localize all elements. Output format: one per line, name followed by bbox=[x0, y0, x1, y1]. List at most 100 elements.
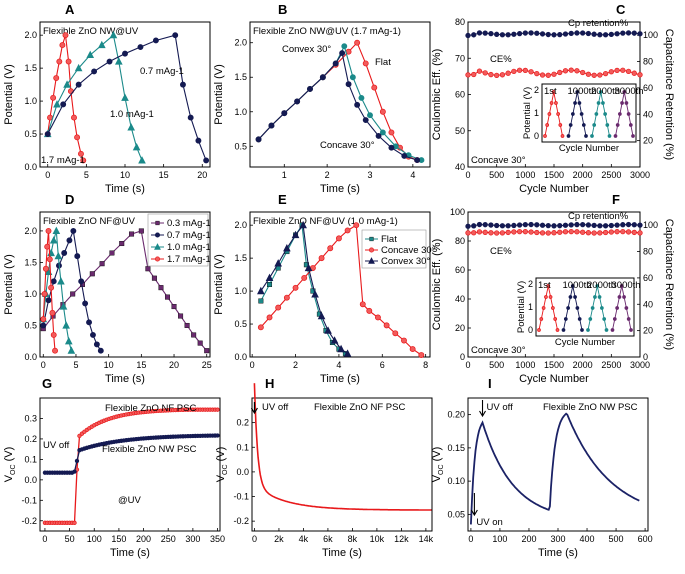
data-point bbox=[369, 236, 374, 242]
data-point bbox=[592, 123, 597, 127]
data-point bbox=[614, 229, 620, 235]
data-point bbox=[551, 90, 556, 94]
y-tick-label: -0.2 bbox=[21, 516, 37, 526]
data-point bbox=[122, 50, 128, 57]
arrow-head-icon bbox=[250, 407, 258, 415]
data-point bbox=[580, 30, 586, 36]
data-point bbox=[620, 67, 626, 73]
y-tick-label: 0.5 bbox=[24, 320, 37, 330]
data-point bbox=[82, 300, 89, 307]
x-tick-label: 100 bbox=[87, 534, 102, 544]
inset-cycle bbox=[561, 284, 584, 332]
x-axis-label: Cycle Number bbox=[519, 373, 589, 385]
y-tick-label: 1.5 bbox=[234, 253, 247, 263]
annotation: Concave 30° bbox=[471, 155, 526, 166]
data-point bbox=[71, 114, 77, 121]
y2-tick-label: 60 bbox=[643, 83, 653, 93]
data-point bbox=[255, 136, 262, 143]
inset-y-tick-label: 1 bbox=[528, 302, 533, 312]
subscript: OC bbox=[438, 464, 445, 475]
y-tick-label: 0.5 bbox=[234, 141, 247, 151]
series-line bbox=[47, 34, 143, 161]
data-point bbox=[539, 230, 546, 236]
data-point bbox=[409, 346, 416, 353]
data-point bbox=[54, 251, 63, 260]
data-point bbox=[418, 352, 425, 358]
data-point bbox=[548, 295, 553, 299]
x-tick-label: 200 bbox=[136, 534, 151, 544]
data-point bbox=[359, 301, 366, 308]
x-tick-label: 3 bbox=[367, 170, 372, 180]
data-point bbox=[505, 223, 511, 229]
data-point bbox=[557, 229, 563, 235]
data-point bbox=[388, 129, 395, 136]
data-point bbox=[388, 144, 395, 151]
panel-d: 0 5 10 15 20 25 0.0 0.5 1.0 1.5 2.0 Time (s) Potenti… bbox=[3, 192, 212, 385]
data-point bbox=[545, 31, 551, 38]
annotation: 1.7 mAg-1 bbox=[41, 155, 85, 166]
x-tick-label: 10 bbox=[120, 170, 130, 180]
x-axis-label: Time (s) bbox=[110, 547, 150, 559]
data-point bbox=[129, 231, 135, 237]
series-concave-30- bbox=[257, 222, 425, 358]
data-point bbox=[511, 222, 517, 229]
data-point bbox=[499, 230, 506, 236]
x-tick-label: 2k bbox=[274, 534, 284, 544]
y-axis-label: Potential (V) bbox=[213, 64, 225, 125]
data-point bbox=[624, 306, 629, 310]
x-tick-label: 2 bbox=[325, 170, 330, 180]
annotation: @UV bbox=[118, 495, 142, 506]
plot-frame bbox=[39, 397, 221, 532]
x-tick-label: 600 bbox=[638, 534, 653, 544]
y2-tick-label: 40 bbox=[643, 109, 653, 119]
data-point bbox=[482, 30, 488, 36]
inset-cycle bbox=[610, 284, 633, 332]
data-point bbox=[138, 156, 146, 164]
x-tick-label: 12k bbox=[394, 534, 409, 544]
data-point bbox=[317, 311, 326, 320]
data-point bbox=[151, 275, 157, 281]
legend-label: 1.0 mAg-1 bbox=[167, 242, 211, 253]
data-point bbox=[476, 68, 483, 74]
arrow-icon bbox=[470, 493, 478, 517]
inset-label: 1000th bbox=[563, 280, 592, 291]
y-tick-label: 80 bbox=[455, 17, 465, 27]
series-label: Flexible ZnO NW PSC bbox=[543, 402, 638, 413]
data-point bbox=[545, 123, 550, 127]
x-tick-label: 1 bbox=[282, 170, 287, 180]
data-point bbox=[267, 282, 273, 288]
panel-g: 0 50 100 150 200 250 300 350 -0.2 -0.1 0.0 0.1 0.2 0.… bbox=[3, 376, 225, 559]
data-point bbox=[488, 71, 494, 78]
panel-c: 0 500 1000 1500 2000 2500 30004050607080Cycle … bbox=[431, 2, 675, 195]
data-point bbox=[570, 284, 575, 288]
y-tick-label: 20 bbox=[455, 323, 465, 333]
inset-y-tick-label: 0 bbox=[534, 131, 539, 141]
data-point bbox=[628, 123, 633, 127]
data-point bbox=[558, 123, 563, 127]
data-point bbox=[597, 230, 603, 236]
data-point bbox=[44, 131, 51, 137]
data-point bbox=[547, 112, 552, 116]
data-point bbox=[45, 297, 52, 304]
data-point bbox=[215, 433, 220, 438]
x-axis-label: Time (s) bbox=[320, 373, 360, 385]
data-point bbox=[557, 31, 563, 38]
data-point bbox=[522, 67, 528, 74]
data-point bbox=[164, 294, 170, 300]
data-point bbox=[522, 221, 528, 228]
y-tick-label: 0.05 bbox=[447, 509, 465, 519]
data-point bbox=[67, 346, 76, 354]
x-tick-label: 500 bbox=[489, 170, 504, 180]
data-point bbox=[62, 32, 69, 39]
data-point bbox=[366, 307, 373, 314]
data-point bbox=[368, 247, 375, 253]
y-tick-label: 40 bbox=[455, 294, 465, 304]
legend: 0.3 mAg-10.7 mAg-11.0 mAg-11.7 mAg-1 bbox=[147, 213, 211, 267]
panel-letter: D bbox=[65, 192, 74, 207]
panel-title: Flexible ZnO NF@UV bbox=[43, 216, 136, 227]
data-point bbox=[74, 63, 83, 72]
data-point bbox=[172, 32, 179, 39]
data-point bbox=[585, 230, 592, 236]
y-axis-label: Potential (V) bbox=[3, 64, 15, 125]
data-point bbox=[375, 132, 382, 139]
